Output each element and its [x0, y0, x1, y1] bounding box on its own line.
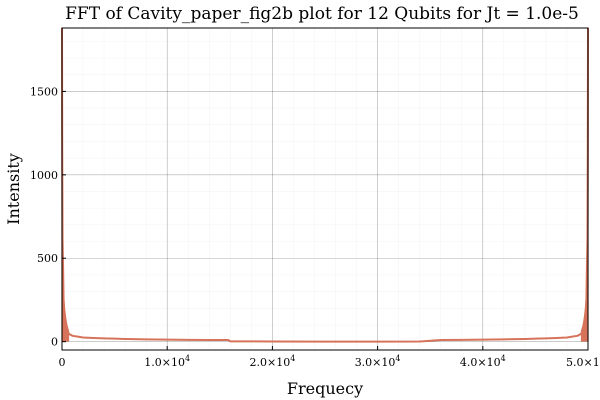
x-tick-label: 0	[59, 356, 66, 369]
x-tick-label: 1.0×104	[144, 354, 190, 369]
series-layer	[61, 27, 589, 343]
series-line-0	[61, 27, 589, 343]
chart-title: FFT of Cavity_paper_fig2b plot for 12 Qu…	[65, 4, 579, 24]
y-tick-label: 500	[37, 252, 58, 265]
x-tick-label: 4.0×104	[460, 354, 506, 369]
x-axis-ticks: 0 1.0×104 2.0×104 3.0×104 4.0×104 5.0×104	[59, 346, 600, 369]
major-grid	[61, 28, 589, 350]
y-tick-label: 0	[51, 336, 58, 349]
y-axis-label: Intensity	[4, 153, 23, 225]
series-oscillation-band	[580, 28, 589, 342]
x-tick-label: 5.0×104	[566, 354, 600, 369]
minor-grid	[62, 28, 588, 350]
y-tick-label: 1000	[30, 169, 58, 182]
y-tick-label: 1500	[30, 85, 58, 98]
x-tick-label: 2.0×104	[249, 354, 295, 369]
y-axis-ticks: 0 500 1000 1500	[30, 85, 66, 349]
x-axis-label: Frequecy	[287, 379, 363, 398]
plot-frame	[61, 27, 589, 351]
x-tick-label: 3.0×104	[355, 354, 401, 369]
